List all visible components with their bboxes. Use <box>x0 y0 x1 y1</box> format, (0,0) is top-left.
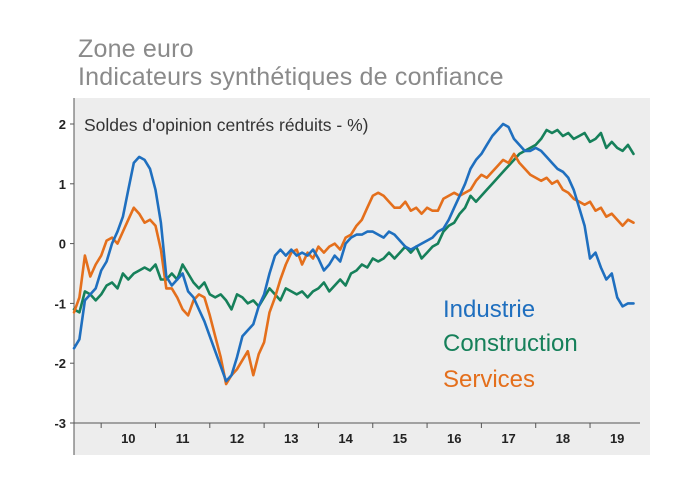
x-tick-label: 10 <box>121 431 135 446</box>
legend-industrie: Industrie <box>443 296 536 323</box>
series-line-services <box>72 152 635 386</box>
y-tick-label: -3 <box>54 416 66 431</box>
y-tick-label: 1 <box>59 177 66 192</box>
x-tick-label: 19 <box>610 431 624 446</box>
x-tick-label: 13 <box>284 431 298 446</box>
series-line-construction <box>72 128 635 314</box>
chart-title: Zone euro <box>78 35 194 63</box>
x-tick-label: 11 <box>176 431 190 446</box>
y-tick-label: 0 <box>59 237 66 252</box>
y-tick-label: -2 <box>54 356 66 371</box>
x-tick-label: 16 <box>447 431 461 446</box>
chart-subtitle: Indicateurs synthétiques de confiance <box>78 63 504 91</box>
series-line-industrie <box>72 122 635 383</box>
y-tick-label: 2 <box>59 117 66 132</box>
x-tick-label: 14 <box>338 431 353 446</box>
y-axis-label: Soldes d'opinion centrés réduits - %) <box>84 115 368 135</box>
legend-construction: Construction <box>443 330 578 357</box>
x-tick-label: 15 <box>393 431 407 446</box>
x-tick-label: 18 <box>556 431 570 446</box>
x-tick-label: 12 <box>230 431 244 446</box>
legend-services: Services <box>443 366 536 393</box>
x-tick-label: 17 <box>501 431 515 446</box>
y-tick-label: -1 <box>54 296 66 311</box>
